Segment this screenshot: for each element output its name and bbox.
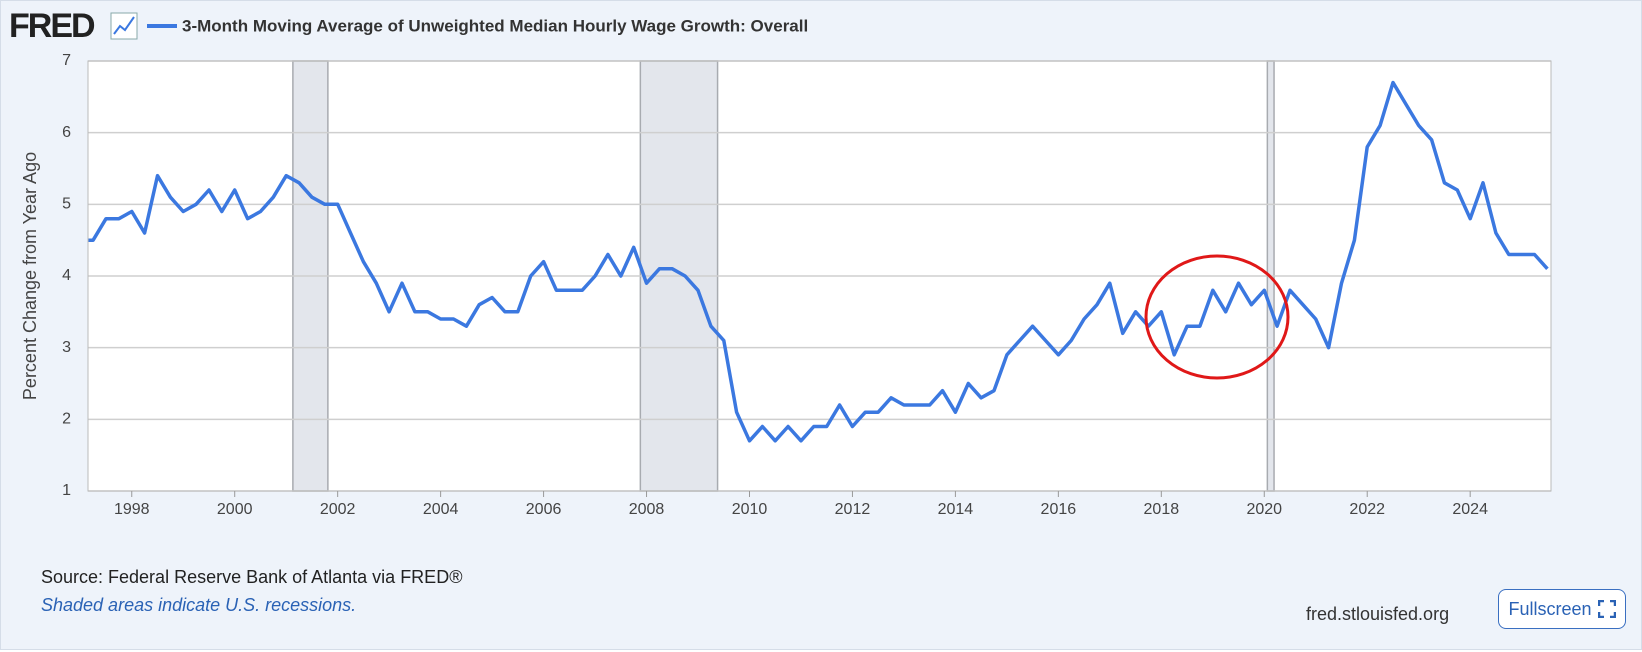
logo-icon [110,12,138,40]
annotation-circle [1144,254,1290,380]
y-tick-label: 5 [62,196,71,213]
x-tick-label: 2016 [1041,501,1077,518]
y-axis-label: Percent Change from Year Ago [20,152,40,400]
recession-note: Shaded areas indicate U.S. recessions. [41,595,357,615]
x-tick-label: 2020 [1246,501,1282,518]
x-tick-label: 2018 [1144,501,1180,518]
plot-border [87,60,1552,492]
x-tick-label: 2022 [1349,501,1385,518]
x-tick-label: 2000 [217,501,253,518]
x-tick-label: 2012 [835,501,871,518]
fullscreen-icon [1597,600,1616,618]
button-label: Fullscreen [1508,598,1592,619]
series-line [88,80,1549,443]
site-url: fred.stlouisfed.org [1306,604,1450,624]
x-tick-label: 2004 [423,501,459,518]
y-tick-label: 6 [62,124,71,141]
x-tick-label: 2014 [938,501,974,518]
x-tick-label: 2024 [1452,501,1488,518]
x-tick-label: 2008 [629,501,665,518]
source: Source: Federal Reserve Bank of Atlanta … [41,567,463,587]
logo: FRED [9,7,95,45]
x-tick-label: 2006 [526,501,562,518]
x-tick-label: 2010 [732,501,768,518]
x-tick-label: 1998 [114,501,150,518]
y-tick-label: 1 [62,482,71,499]
y-tick-label: 2 [62,411,71,428]
x-tick-label: 2002 [320,501,356,518]
y-tick-label: 4 [62,267,71,284]
chart: FRED 3-Month Moving Average of Unweighte… [9,7,1552,518]
y-tick-label: 7 [62,52,71,69]
legend-label: 3-Month Moving Average of Unweighted Med… [182,16,808,35]
fullscreen-button[interactable]: Fullscreen [1498,589,1626,629]
y-tick-label: 3 [62,339,71,356]
